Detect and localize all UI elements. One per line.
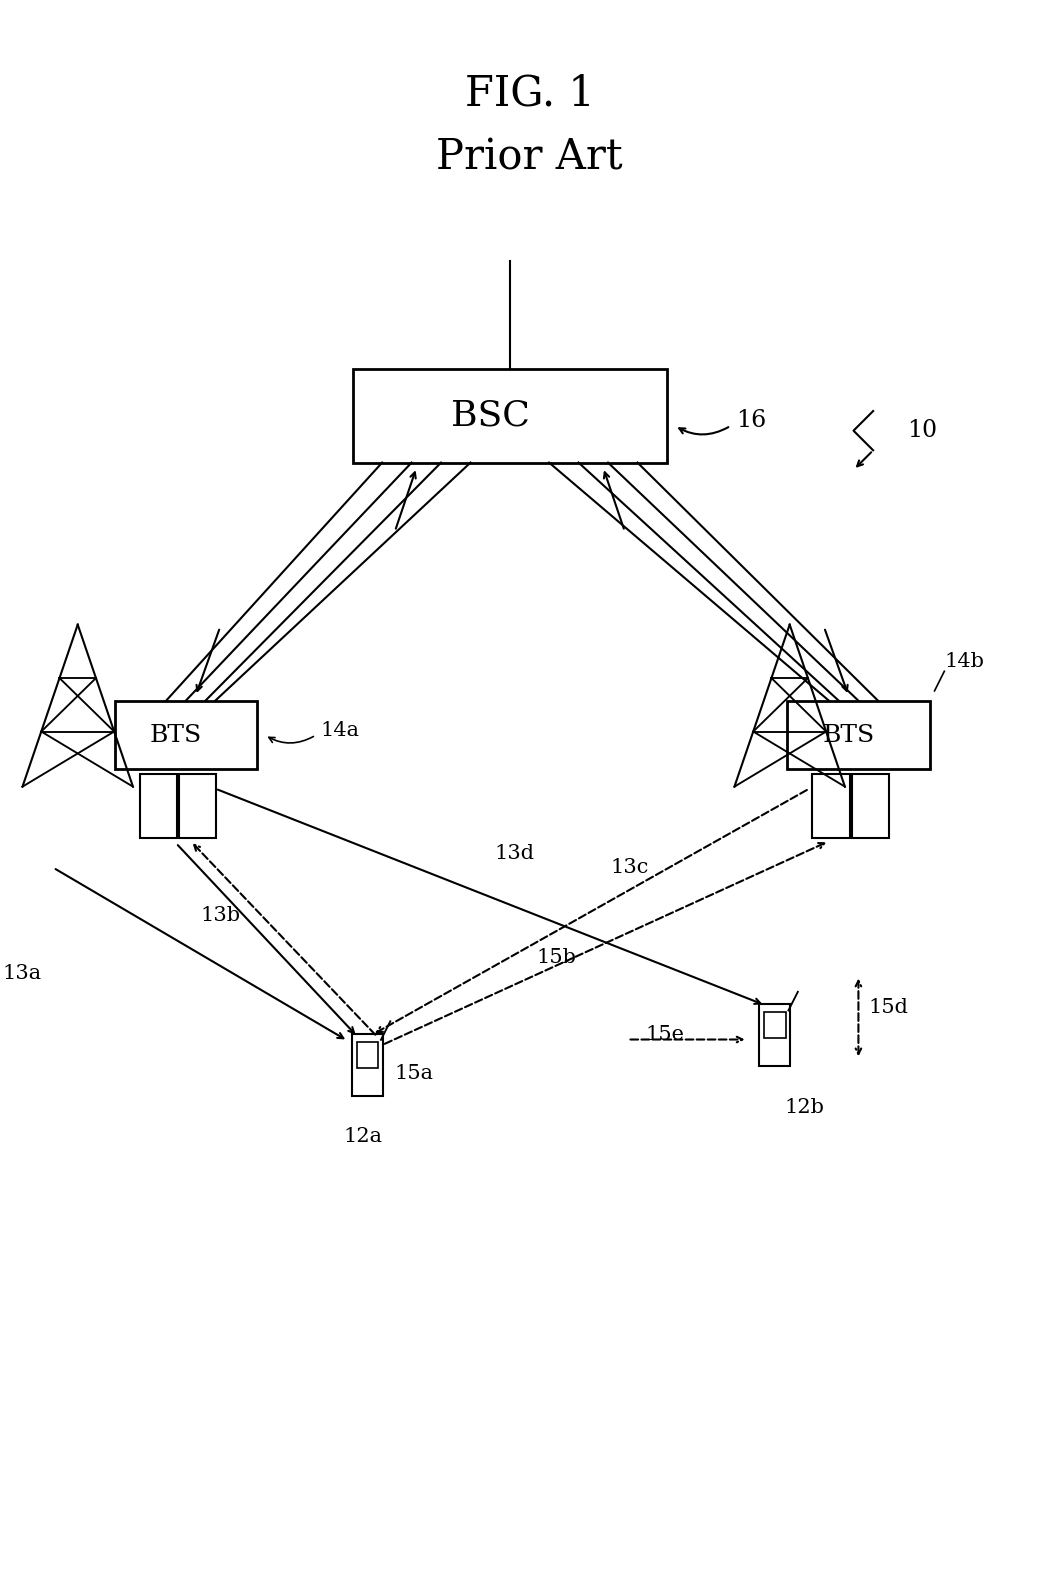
Text: 15b: 15b [536,949,577,968]
Text: 12a: 12a [343,1127,382,1146]
Text: 12b: 12b [785,1098,825,1117]
Text: 14b: 14b [945,651,984,671]
Bar [764,1012,786,1038]
Text: FIG. 1: FIG. 1 [465,72,595,114]
Text: 13b: 13b [201,906,240,925]
Text: 16: 16 [736,410,766,432]
Bar [179,774,216,839]
Text: 13a: 13a [2,965,42,984]
Text: 15a: 15a [395,1065,434,1084]
Bar [356,1042,378,1068]
Text: Prior Art: Prior Art [436,137,623,178]
Text: BTS: BTS [149,723,202,747]
Bar [787,701,930,769]
Text: 15d: 15d [868,998,908,1017]
Bar [760,1004,790,1066]
Text: 13d: 13d [494,844,535,863]
Bar [852,774,889,839]
Text: 15e: 15e [645,1025,684,1044]
Text: 14a: 14a [321,721,359,739]
Text: 10: 10 [907,419,937,442]
Text: BTS: BTS [822,723,875,747]
Bar [115,701,257,769]
Bar [140,774,177,839]
Text: BSC: BSC [450,399,530,432]
Bar [812,774,850,839]
Bar [352,1034,382,1095]
Text: 13c: 13c [611,858,649,877]
Bar [352,369,667,462]
